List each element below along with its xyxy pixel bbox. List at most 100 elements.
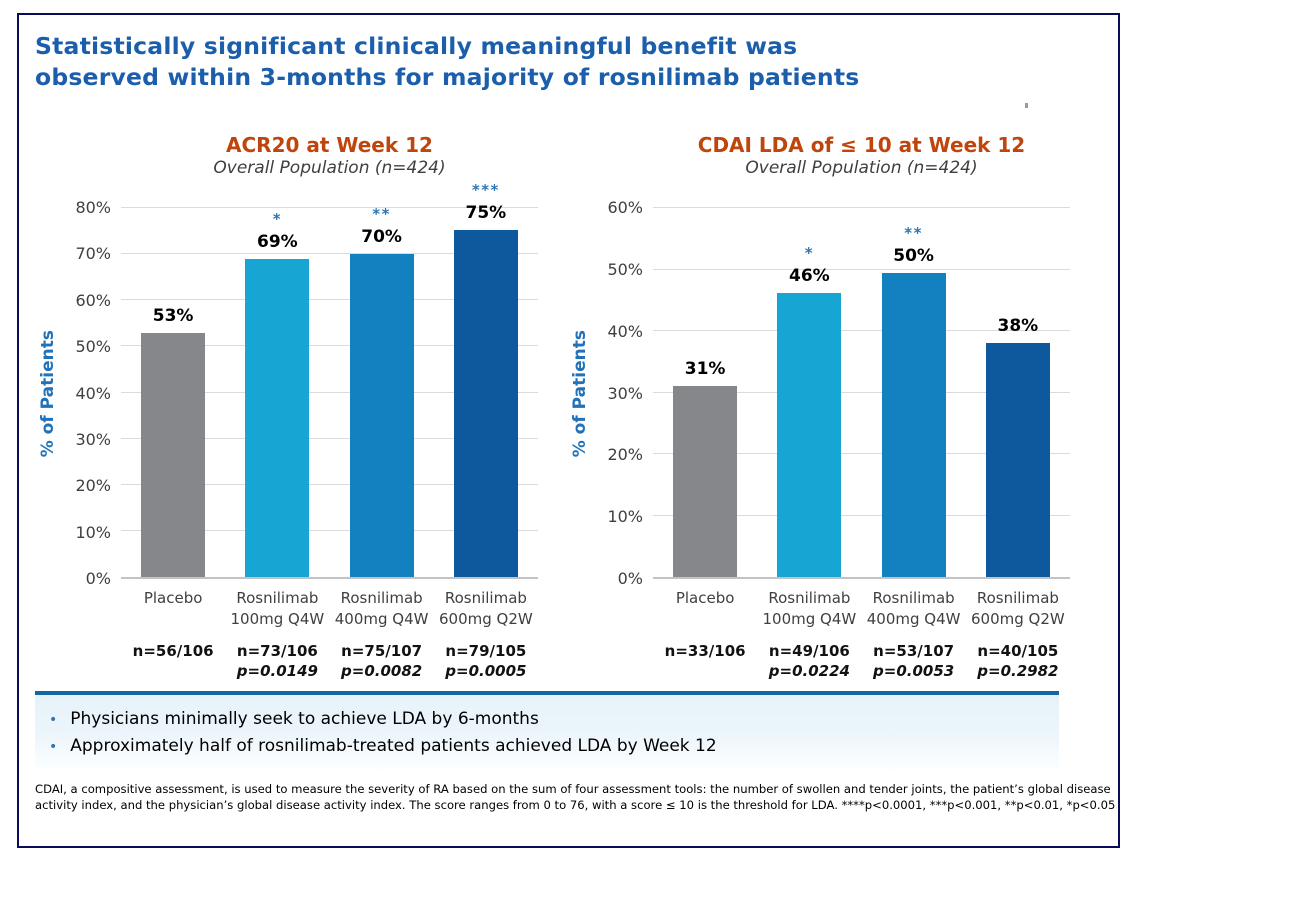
p-value-label: p=0.0005 — [445, 661, 527, 680]
bar-rosnilimab-600mg-q2w — [985, 342, 1050, 577]
y-tick-label: 30% — [607, 383, 643, 403]
bar-value-label: 31% — [684, 358, 726, 379]
bar-rosnilimab-100mg-q4w — [245, 259, 310, 577]
bullet-icon: • — [49, 712, 58, 728]
plot: 31% 46% * 50% ** 38% — [653, 207, 1070, 579]
y-tick-label: 20% — [607, 445, 643, 465]
y-axis-title: % of Patients — [38, 329, 58, 458]
slide-title-line-2: observed within 3-months for majority of… — [35, 62, 860, 91]
bullet-text: Physicians minimally seek to achieve LDA… — [70, 709, 539, 729]
n-label: n=33/106 — [664, 642, 746, 660]
gridline — [653, 453, 1070, 454]
chart-plot-area: % of Patients 0% 10% 20% 30% 40% 50% 60% 70% 80%… — [33, 181, 538, 588]
p-value-label: p=0.0053 — [873, 661, 955, 680]
key-takeaways-callout: • Physicians minimally seek to achieve L… — [35, 691, 1059, 770]
chart-subtitle: Overall Population (n=424) — [213, 158, 446, 178]
gridline — [121, 299, 538, 301]
n-label: n=73/106 — [236, 642, 318, 660]
gridline — [121, 437, 538, 439]
sample-size-cell: n=53/107 p=0.0053 — [862, 642, 966, 681]
chart-acr20: ACR20 at Week 12 Overall Population (n=4… — [33, 133, 538, 681]
sample-size-cell: n=56/106 — [121, 642, 225, 681]
y-tick-label: 10% — [75, 522, 111, 542]
x-axis-category-label: Placebo — [143, 589, 203, 607]
y-tick-label: 20% — [75, 476, 111, 496]
bar-value-label: 50% — [893, 245, 934, 266]
significance-stars: * — [272, 210, 283, 229]
sample-size-cell: n=33/106 — [653, 642, 757, 681]
y-tick-label: 0% — [617, 569, 643, 588]
y-tick-label: 30% — [75, 429, 111, 449]
chart-cdai-lda: CDAI LDA of ≤ 10 at Week 12 Overall Popu… — [565, 133, 1070, 681]
sample-size-cell: n=40/105 p=0.2982 — [966, 642, 1070, 681]
sample-size-cell: n=79/105 p=0.0005 — [434, 642, 538, 681]
p-value-label: p=0.0082 — [341, 661, 423, 680]
sample-size-row: n=33/106 n=49/106 p=0.0224 n=53/107 p=0.0053… — [565, 642, 1070, 681]
y-axis: 0% 10% 20% 30% 40% 50% 60% — [595, 198, 653, 588]
bar-value-label: 38% — [997, 315, 1039, 336]
x-axis-category-label: Rosnilimab 400mg Q4W — [334, 589, 429, 628]
significance-stars: * — [804, 243, 815, 262]
x-axis-labels: Placebo Rosnilimab 100mg Q4W Rosnilimab 40… — [33, 588, 538, 630]
bar-rosnilimab-400mg-q4w — [349, 253, 414, 577]
gridline — [121, 207, 538, 208]
bullet-text: Approximately half of rosnilimab-treated… — [70, 736, 717, 756]
x-axis-labels: Placebo Rosnilimab 100mg Q4W Rosnilimab 40… — [565, 588, 1070, 630]
x-axis-category-label: Rosnilimab 600mg Q2W — [971, 589, 1065, 628]
bullet-icon: • — [49, 739, 58, 755]
sample-size-cell: n=75/107 p=0.0082 — [330, 642, 434, 681]
y-axis: 0% 10% 20% 30% 40% 50% 60% 70% 80% — [63, 198, 121, 588]
slide-title-line-1: Statistically significant clinically mea… — [35, 32, 798, 60]
y-tick-label: 10% — [607, 507, 643, 527]
p-value-label: p=0.0224 — [768, 661, 850, 680]
bar-value-label: 69% — [257, 232, 298, 253]
n-label: n=49/106 — [768, 642, 850, 660]
gridline — [653, 207, 1070, 208]
n-label: n=53/107 — [873, 642, 955, 660]
x-axis-category-label: Rosnilimab 600mg Q2W — [439, 589, 533, 628]
y-tick-label: 40% — [75, 383, 111, 403]
chart-title: ACR20 at Week 12 — [226, 133, 433, 157]
y-axis-title-column: % of Patients — [33, 208, 63, 579]
bar-rosnilimab-600mg-q2w — [453, 230, 518, 577]
significance-stars: ** — [372, 204, 391, 223]
y-tick-label: 50% — [75, 337, 111, 357]
p-value-label: p=0.2982 — [977, 661, 1059, 680]
n-label: n=75/107 — [341, 642, 423, 660]
y-tick-label: 60% — [75, 290, 111, 310]
sample-size-cell: n=73/106 p=0.0149 — [225, 642, 329, 681]
n-label: n=79/105 — [445, 642, 527, 660]
sample-size-cell: n=49/106 p=0.0224 — [757, 642, 861, 681]
gridline — [121, 529, 538, 531]
gridline — [121, 253, 538, 255]
n-label: n=56/106 — [132, 642, 214, 660]
y-tick-label: 40% — [607, 321, 643, 341]
y-tick-label: 80% — [75, 198, 111, 217]
bar-value-label: 75% — [465, 203, 507, 224]
divider-rule — [35, 691, 1059, 695]
gridline — [653, 330, 1070, 331]
gridline — [653, 391, 1070, 393]
n-label: n=40/105 — [977, 642, 1059, 660]
gridline — [653, 514, 1070, 516]
x-axis-category-label: Rosnilimab 100mg Q4W — [230, 589, 325, 628]
slide-title: Statistically significant clinically mea… — [35, 31, 1045, 92]
callout-body: • Physicians minimally seek to achieve L… — [35, 695, 1059, 770]
x-axis-category-label: Rosnilimab 100mg Q4W — [762, 589, 857, 628]
significance-stars: ** — [904, 223, 923, 242]
bar-placebo — [141, 333, 206, 577]
gridline — [121, 345, 538, 347]
bar-rosnilimab-100mg-q4w — [777, 292, 842, 577]
bar-value-label: 46% — [789, 265, 830, 286]
bar-placebo — [673, 385, 738, 577]
bar-value-label: 70% — [361, 226, 402, 247]
y-axis-title: % of Patients — [570, 329, 590, 458]
significance-stars: *** — [471, 181, 500, 200]
bar-rosnilimab-400mg-q4w — [881, 272, 946, 577]
x-axis-category-label: Rosnilimab 400mg Q4W — [866, 589, 961, 628]
gridline — [121, 391, 538, 393]
stray-mark — [1025, 103, 1028, 108]
y-tick-label: 60% — [607, 198, 643, 217]
y-tick-label: 50% — [607, 259, 643, 279]
bar-value-label: 53% — [152, 306, 194, 327]
